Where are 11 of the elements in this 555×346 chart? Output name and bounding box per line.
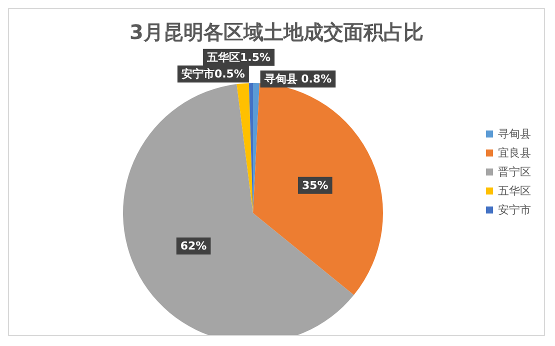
legend-label: 寻甸县 [498, 128, 531, 140]
data-label: 五华区1.5% [206, 50, 271, 64]
data-label: 寻甸县 0.8% [263, 72, 332, 86]
data-label: 安宁市0.5% [181, 68, 245, 81]
chart-title: 3月昆明各区域土地成交面积占比 [130, 20, 424, 44]
legend-label: 晋宁区 [498, 166, 531, 178]
data-label: 62% [180, 240, 207, 253]
legend-label: 五华区 [498, 184, 531, 198]
legend-label: 安宁市 [498, 204, 531, 216]
data-label: 35% [302, 178, 328, 192]
legend-label: 宜良县 [498, 146, 531, 160]
